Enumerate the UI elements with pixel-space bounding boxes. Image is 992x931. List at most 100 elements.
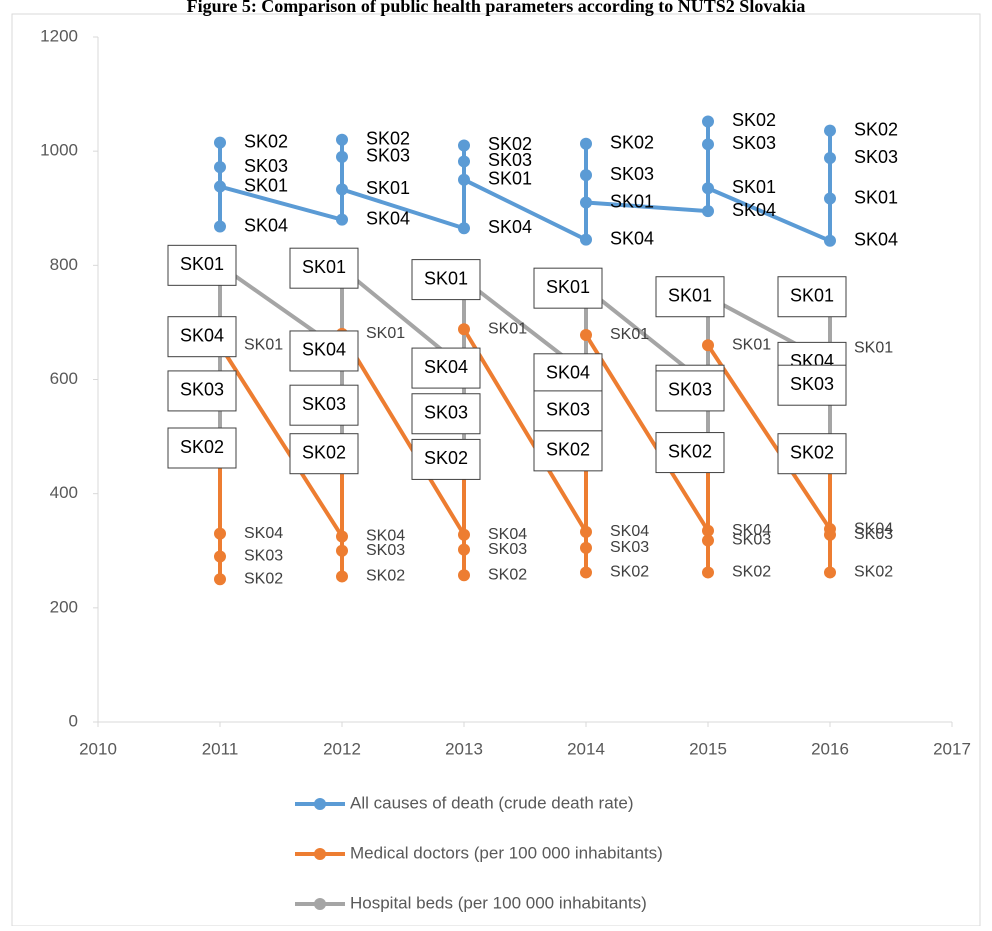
series-line — [218, 121, 832, 244]
data-point — [580, 541, 592, 554]
point-label: SK04 — [610, 228, 654, 248]
label-box — [533, 267, 603, 309]
y-tick-label: 200 — [50, 597, 78, 616]
point-label: SK03 — [302, 394, 346, 414]
x-tick-label: 2010 — [79, 739, 117, 758]
point-label: SK01 — [302, 257, 346, 277]
point-label: SK03 — [732, 133, 776, 153]
point-label: SK01 — [546, 277, 590, 297]
data-point — [824, 566, 836, 579]
x-tick-label: 2015 — [689, 739, 727, 758]
label-box — [533, 353, 603, 395]
point-label: SK03 — [488, 541, 527, 558]
point-label: SK04 — [488, 217, 532, 237]
data-point — [336, 570, 348, 583]
point-label: SK01 — [854, 339, 893, 356]
point-label: SK04 — [854, 520, 893, 537]
y-tick-label: 600 — [50, 369, 78, 388]
data-point — [458, 569, 470, 582]
point-label: SK01 — [366, 178, 410, 198]
point-label: SK01 — [854, 187, 898, 207]
data-point — [702, 115, 714, 128]
label-box — [167, 316, 237, 358]
data-point — [336, 150, 348, 163]
point-label: SK03 — [790, 374, 834, 394]
label-box — [411, 347, 481, 389]
data-point — [824, 192, 836, 205]
point-label: SK02 — [610, 564, 649, 581]
data-point — [824, 124, 836, 137]
chart-title: Figure 5: Comparison of public health pa… — [187, 0, 806, 16]
point-label: SK03 — [546, 400, 590, 420]
point-label: SK02 — [180, 437, 224, 457]
data-point — [458, 543, 470, 556]
label-box — [289, 433, 359, 475]
point-label: SK03 — [854, 526, 893, 543]
data-point — [336, 544, 348, 557]
label-box — [411, 393, 481, 435]
point-label: SK02 — [668, 441, 712, 461]
data-point — [702, 205, 714, 218]
point-label: SK03 — [610, 539, 649, 556]
data-point — [824, 152, 836, 165]
point-label: SK01 — [610, 326, 649, 343]
label-box — [777, 276, 847, 318]
y-tick-label: 0 — [69, 711, 78, 730]
label-box — [533, 390, 603, 432]
data-point — [214, 180, 226, 193]
data-point — [580, 328, 592, 341]
label-box — [167, 244, 237, 286]
label-box — [289, 247, 359, 289]
data-point — [336, 133, 348, 146]
point-label: SK01 — [488, 320, 527, 337]
point-label: SK03 — [366, 146, 410, 166]
point-label: SK02 — [854, 119, 898, 139]
data-point — [458, 173, 470, 186]
label-box — [655, 276, 725, 318]
data-point — [214, 136, 226, 149]
point-label: SK02 — [732, 110, 776, 130]
point-label: SK04 — [732, 200, 776, 220]
point-label: SK01 — [244, 175, 288, 195]
point-label: SK02 — [424, 448, 468, 468]
x-tick-label: 2011 — [202, 739, 239, 758]
data-point — [580, 196, 592, 209]
x-tick-label: 2014 — [567, 739, 605, 758]
point-label: SK01 — [366, 325, 405, 342]
point-label: SK02 — [488, 567, 527, 584]
point-label: SK03 — [424, 403, 468, 423]
data-point — [580, 233, 592, 246]
point-label: SK03 — [732, 532, 771, 549]
point-label: SK02 — [610, 132, 654, 152]
label-box — [655, 370, 725, 412]
point-label: SK04 — [488, 526, 527, 543]
label-box — [777, 364, 847, 406]
point-label: SK03 — [180, 380, 224, 400]
point-label: SK01 — [790, 285, 834, 305]
data-point — [458, 222, 470, 235]
data-point — [336, 183, 348, 196]
point-label: SK03 — [610, 164, 654, 184]
data-point — [580, 169, 592, 182]
point-label: SK04 — [610, 523, 649, 540]
point-label: SK03 — [244, 548, 283, 565]
data-point — [580, 525, 592, 538]
data-point — [580, 137, 592, 150]
label-box — [411, 438, 481, 480]
y-tick-label: 800 — [50, 255, 78, 274]
data-point — [702, 566, 714, 579]
y-tick-label: 1200 — [40, 26, 78, 45]
point-label: SK02 — [366, 568, 405, 585]
legend-marker — [314, 898, 326, 910]
data-point — [824, 528, 836, 541]
point-label: SK02 — [854, 564, 893, 581]
label-box — [167, 370, 237, 412]
point-label: SK02 — [790, 442, 834, 462]
point-label: SK03 — [668, 380, 712, 400]
data-point — [214, 527, 226, 540]
point-label: SK04 — [302, 340, 346, 360]
point-label: SK04 — [366, 528, 405, 545]
point-label: SK02 — [366, 129, 410, 149]
legend-marker — [314, 798, 326, 810]
